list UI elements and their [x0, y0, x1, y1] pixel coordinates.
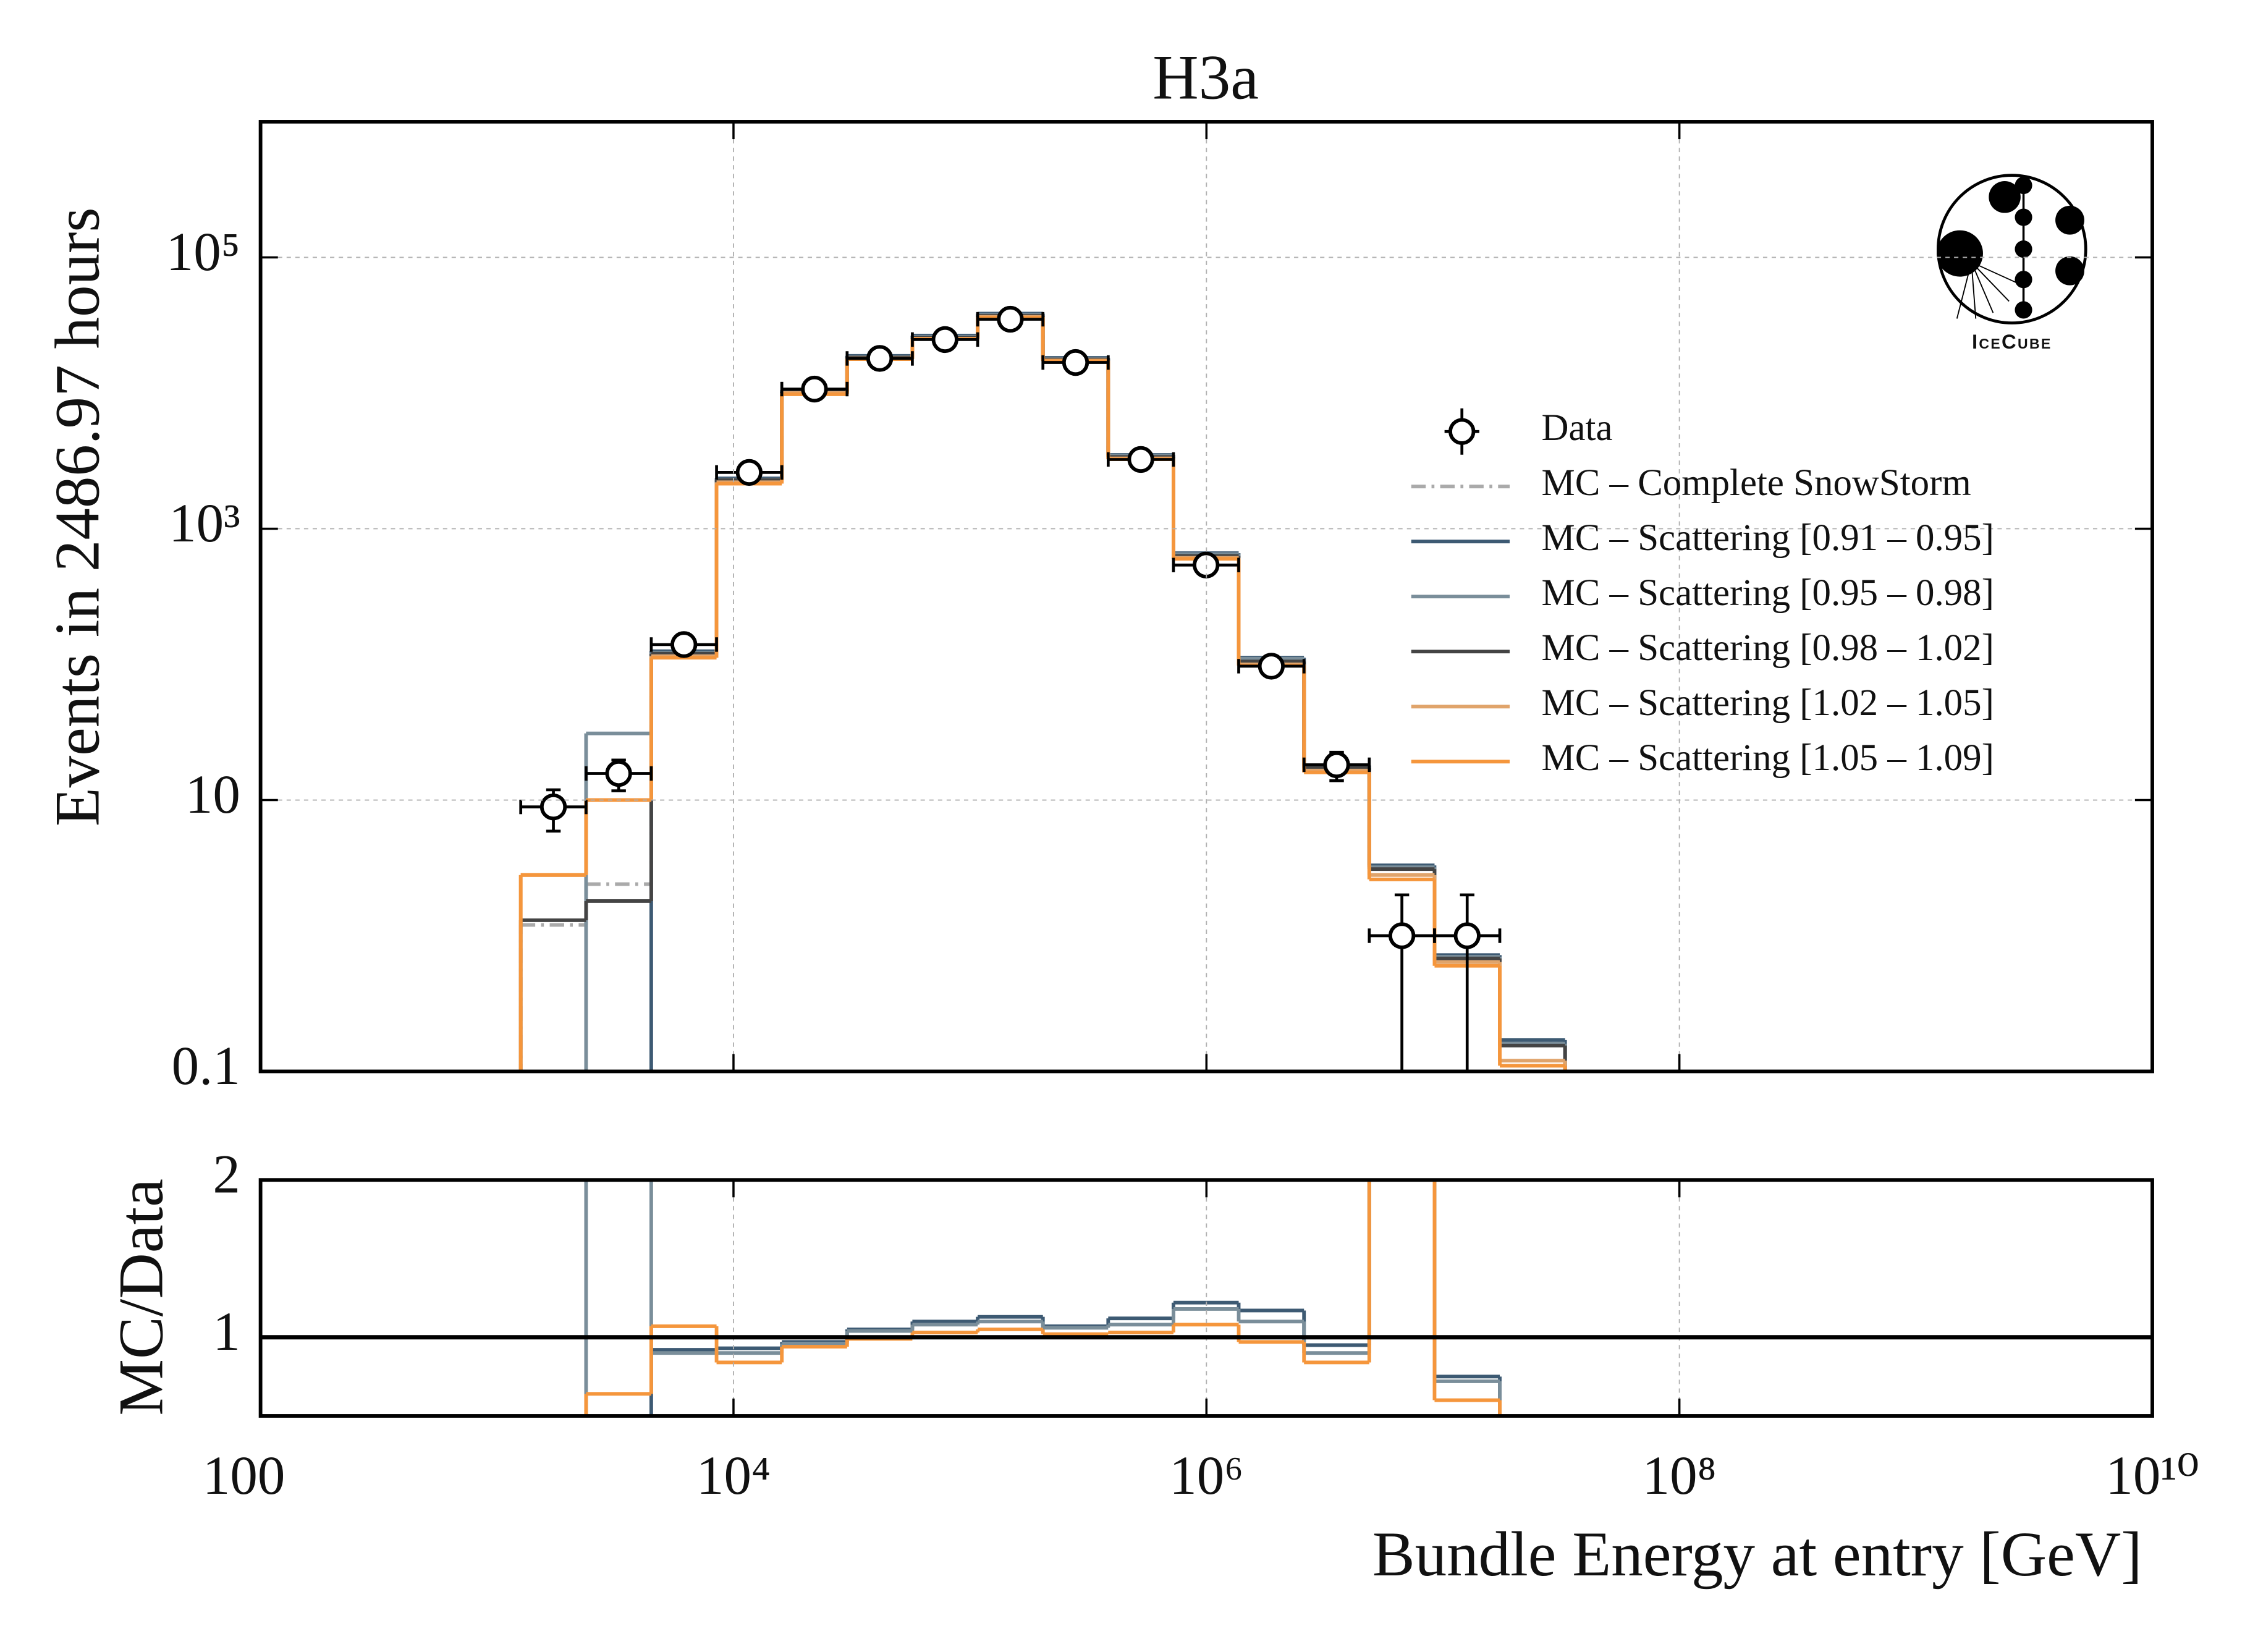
- data-point: [1388, 922, 1416, 949]
- x-tick-label: 10⁶: [1169, 1446, 1243, 1506]
- legend-label: MC – Scattering [1.05 – 1.09]: [1542, 737, 1994, 779]
- plot-frame: [258, 120, 2154, 1074]
- data-point: [866, 345, 894, 372]
- x-tick-label: 100: [203, 1446, 285, 1506]
- data-point: [1127, 446, 1154, 473]
- logo-dot: [2015, 208, 2032, 226]
- data-point: [931, 326, 958, 354]
- logo-dot: [1989, 181, 2021, 213]
- x-axis-label: Bundle Energy at entry [GeV]: [1372, 1519, 2142, 1590]
- logo-rays: [1956, 261, 2019, 319]
- icecube-logo: IceCube: [1937, 174, 2087, 353]
- logo-dot: [2055, 256, 2084, 286]
- data-point: [997, 305, 1024, 333]
- x-tick-label: 10⁴: [696, 1446, 771, 1506]
- y-tick-label: 10⁵: [166, 222, 240, 282]
- x-tick-label: 10⁸: [1643, 1446, 1717, 1506]
- y-tick-label: 2: [213, 1145, 240, 1205]
- data-point: [1062, 349, 1089, 376]
- data-point: [735, 459, 763, 486]
- data-point: [1258, 653, 1285, 680]
- legend-label: Data: [1542, 407, 1613, 449]
- data-point: [1453, 922, 1481, 949]
- logo-dot: [2015, 301, 2032, 319]
- x-tick-label: 10¹⁰: [2105, 1446, 2199, 1506]
- data-point: [801, 375, 828, 403]
- ratio-plot: [584, 1180, 1502, 1416]
- data-point: [605, 760, 632, 787]
- legend-marker: [1448, 418, 1476, 445]
- data-point: [670, 631, 698, 658]
- plot-frame: [258, 1178, 2154, 1418]
- legend-label: MC – Scattering [0.91 – 0.95]: [1542, 517, 1994, 559]
- legend-label: MC – Scattering [1.02 – 1.05]: [1542, 682, 1994, 724]
- main-plot: [518, 305, 1567, 1072]
- y-axis-label: Events in 2486.97 hours: [43, 208, 113, 827]
- logo-text: IceCube: [1972, 330, 2052, 353]
- logo-dot: [2015, 176, 2032, 195]
- y-tick-label: 10: [185, 765, 240, 825]
- logo-dot: [2055, 205, 2084, 235]
- logo-dot: [2015, 271, 2032, 289]
- y-tick-label: 10³: [169, 493, 240, 554]
- logo-dot: [1937, 230, 1983, 277]
- data-point: [539, 793, 567, 821]
- y-tick-label: 1: [213, 1302, 240, 1362]
- legend-label: MC – Scattering [0.98 – 1.02]: [1542, 627, 1994, 669]
- data-point: [1323, 751, 1350, 779]
- legend-label: MC – Complete SnowStorm: [1542, 462, 1971, 504]
- chart-title: H3a: [1152, 43, 1259, 113]
- ratio-y-axis-label: MC/Data: [106, 1179, 177, 1416]
- legend-label: MC – Scattering [0.95 – 0.98]: [1542, 572, 1994, 614]
- logo-dot: [2015, 240, 2032, 258]
- y-tick-label: 0.1: [172, 1036, 240, 1096]
